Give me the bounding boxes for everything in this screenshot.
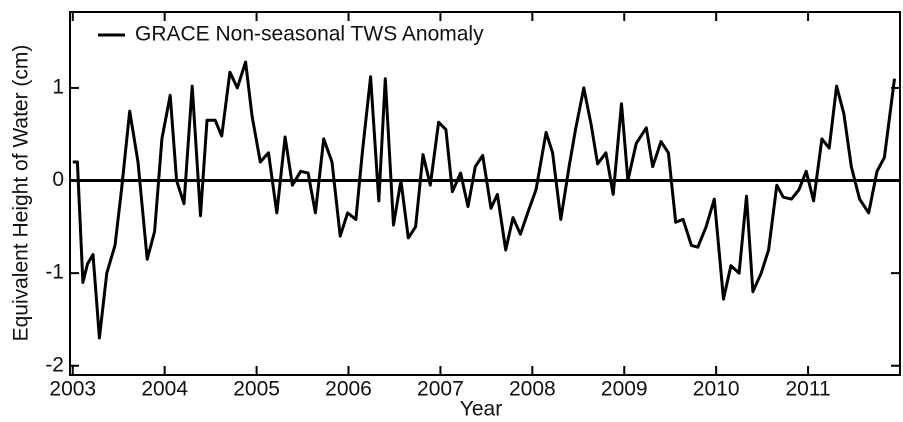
x-tick-label: 2003 <box>49 378 96 401</box>
x-tick-label: 2005 <box>233 378 280 401</box>
y-tick-label: -2 <box>45 353 64 376</box>
y-tick-label: 1 <box>52 75 64 98</box>
y-axis-label: Equivalent Height of Water (cm) <box>10 45 33 342</box>
data-line <box>72 60 896 340</box>
x-axis-label: Year <box>460 398 502 421</box>
y-tick-label: 0 <box>52 168 64 191</box>
plot-frame <box>69 11 901 376</box>
legend-label: GRACE Non-seasonal TWS Anomaly <box>135 23 484 46</box>
x-tick-label: 2006 <box>325 378 372 401</box>
x-tick-label: 2004 <box>141 378 188 401</box>
y-tick-label: -1 <box>45 261 64 284</box>
x-tick-label: 2010 <box>693 378 740 401</box>
x-tick-label: 2008 <box>509 378 556 401</box>
x-tick-label: 2009 <box>601 378 648 401</box>
x-tick-label: 2011 <box>785 378 830 401</box>
x-tick-label: 2007 <box>417 378 464 401</box>
